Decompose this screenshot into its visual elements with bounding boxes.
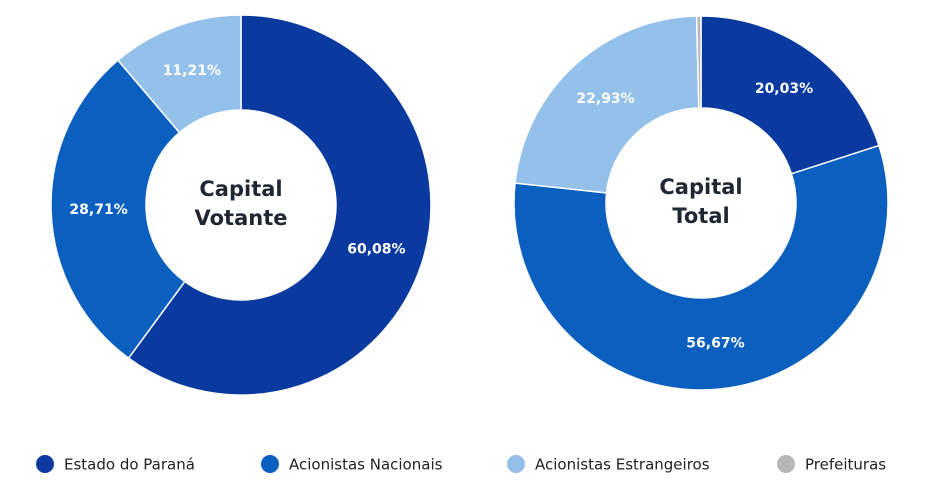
value-label: 56,67% bbox=[686, 335, 744, 351]
legend-marker bbox=[36, 455, 54, 473]
legend-marker bbox=[777, 455, 795, 473]
slice bbox=[50, 59, 186, 360]
legend-label: Acionistas Estrangeiros bbox=[535, 456, 710, 474]
legend-label: Prefeituras bbox=[805, 456, 886, 474]
slice bbox=[695, 15, 702, 109]
value-label: 20,03% bbox=[755, 81, 813, 97]
value-label: 28,71% bbox=[69, 202, 127, 218]
slice bbox=[127, 14, 432, 396]
center-title: Capital Votante bbox=[194, 177, 288, 230]
legend-marker bbox=[507, 455, 525, 473]
value-label: 60,08% bbox=[347, 241, 405, 257]
value-label: 11,21% bbox=[163, 63, 221, 79]
legend-label: Acionistas Nacionais bbox=[289, 456, 443, 474]
slice bbox=[116, 14, 242, 134]
value-label: 22,93% bbox=[576, 91, 634, 107]
legend-label: Estado do Paraná bbox=[64, 456, 195, 474]
slice bbox=[513, 144, 889, 391]
legend-marker bbox=[261, 455, 279, 473]
slice bbox=[700, 15, 880, 175]
center-title: Capital Total bbox=[659, 175, 743, 228]
slice bbox=[514, 15, 700, 194]
